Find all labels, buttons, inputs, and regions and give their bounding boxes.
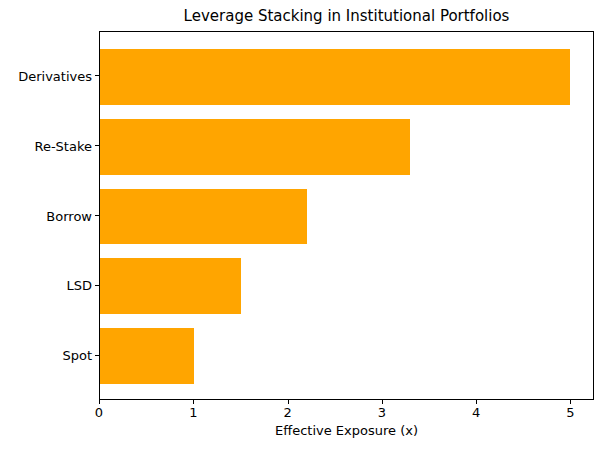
- x-tick-label: 1: [189, 405, 197, 420]
- plot-area: [99, 31, 594, 400]
- y-tick-mark: [95, 75, 99, 76]
- y-tick-mark: [95, 145, 99, 146]
- x-axis-label: Effective Exposure (x): [99, 423, 594, 439]
- y-tick-mark: [95, 355, 99, 356]
- x-tick-label: 4: [472, 405, 480, 420]
- y-tick-label: Re-Stake: [34, 138, 92, 153]
- x-tick-mark: [288, 400, 289, 404]
- x-tick-mark: [476, 400, 477, 404]
- x-tick-mark: [382, 400, 383, 404]
- bar-chart-figure: Leverage Stacking in Institutional Portf…: [0, 0, 604, 455]
- x-tick-label: 5: [566, 405, 574, 420]
- bar-borrow: [100, 189, 307, 245]
- bar-spot: [100, 328, 194, 384]
- y-tick-label: Spot: [62, 348, 92, 363]
- bar-lsd: [100, 258, 241, 314]
- bar-re-stake: [100, 119, 410, 175]
- y-tick-label: LSD: [66, 278, 92, 293]
- x-tick-label: 2: [283, 405, 291, 420]
- x-tick-label: 0: [95, 405, 103, 420]
- x-tick-mark: [570, 400, 571, 404]
- y-tick-mark: [95, 215, 99, 216]
- y-tick-label: Derivatives: [18, 68, 92, 83]
- bar-derivatives: [100, 49, 570, 105]
- x-tick-mark: [99, 400, 100, 404]
- chart-title: Leverage Stacking in Institutional Portf…: [99, 6, 594, 26]
- y-tick-label: Borrow: [46, 208, 92, 223]
- y-tick-mark: [95, 285, 99, 286]
- x-tick-label: 3: [378, 405, 386, 420]
- x-tick-mark: [193, 400, 194, 404]
